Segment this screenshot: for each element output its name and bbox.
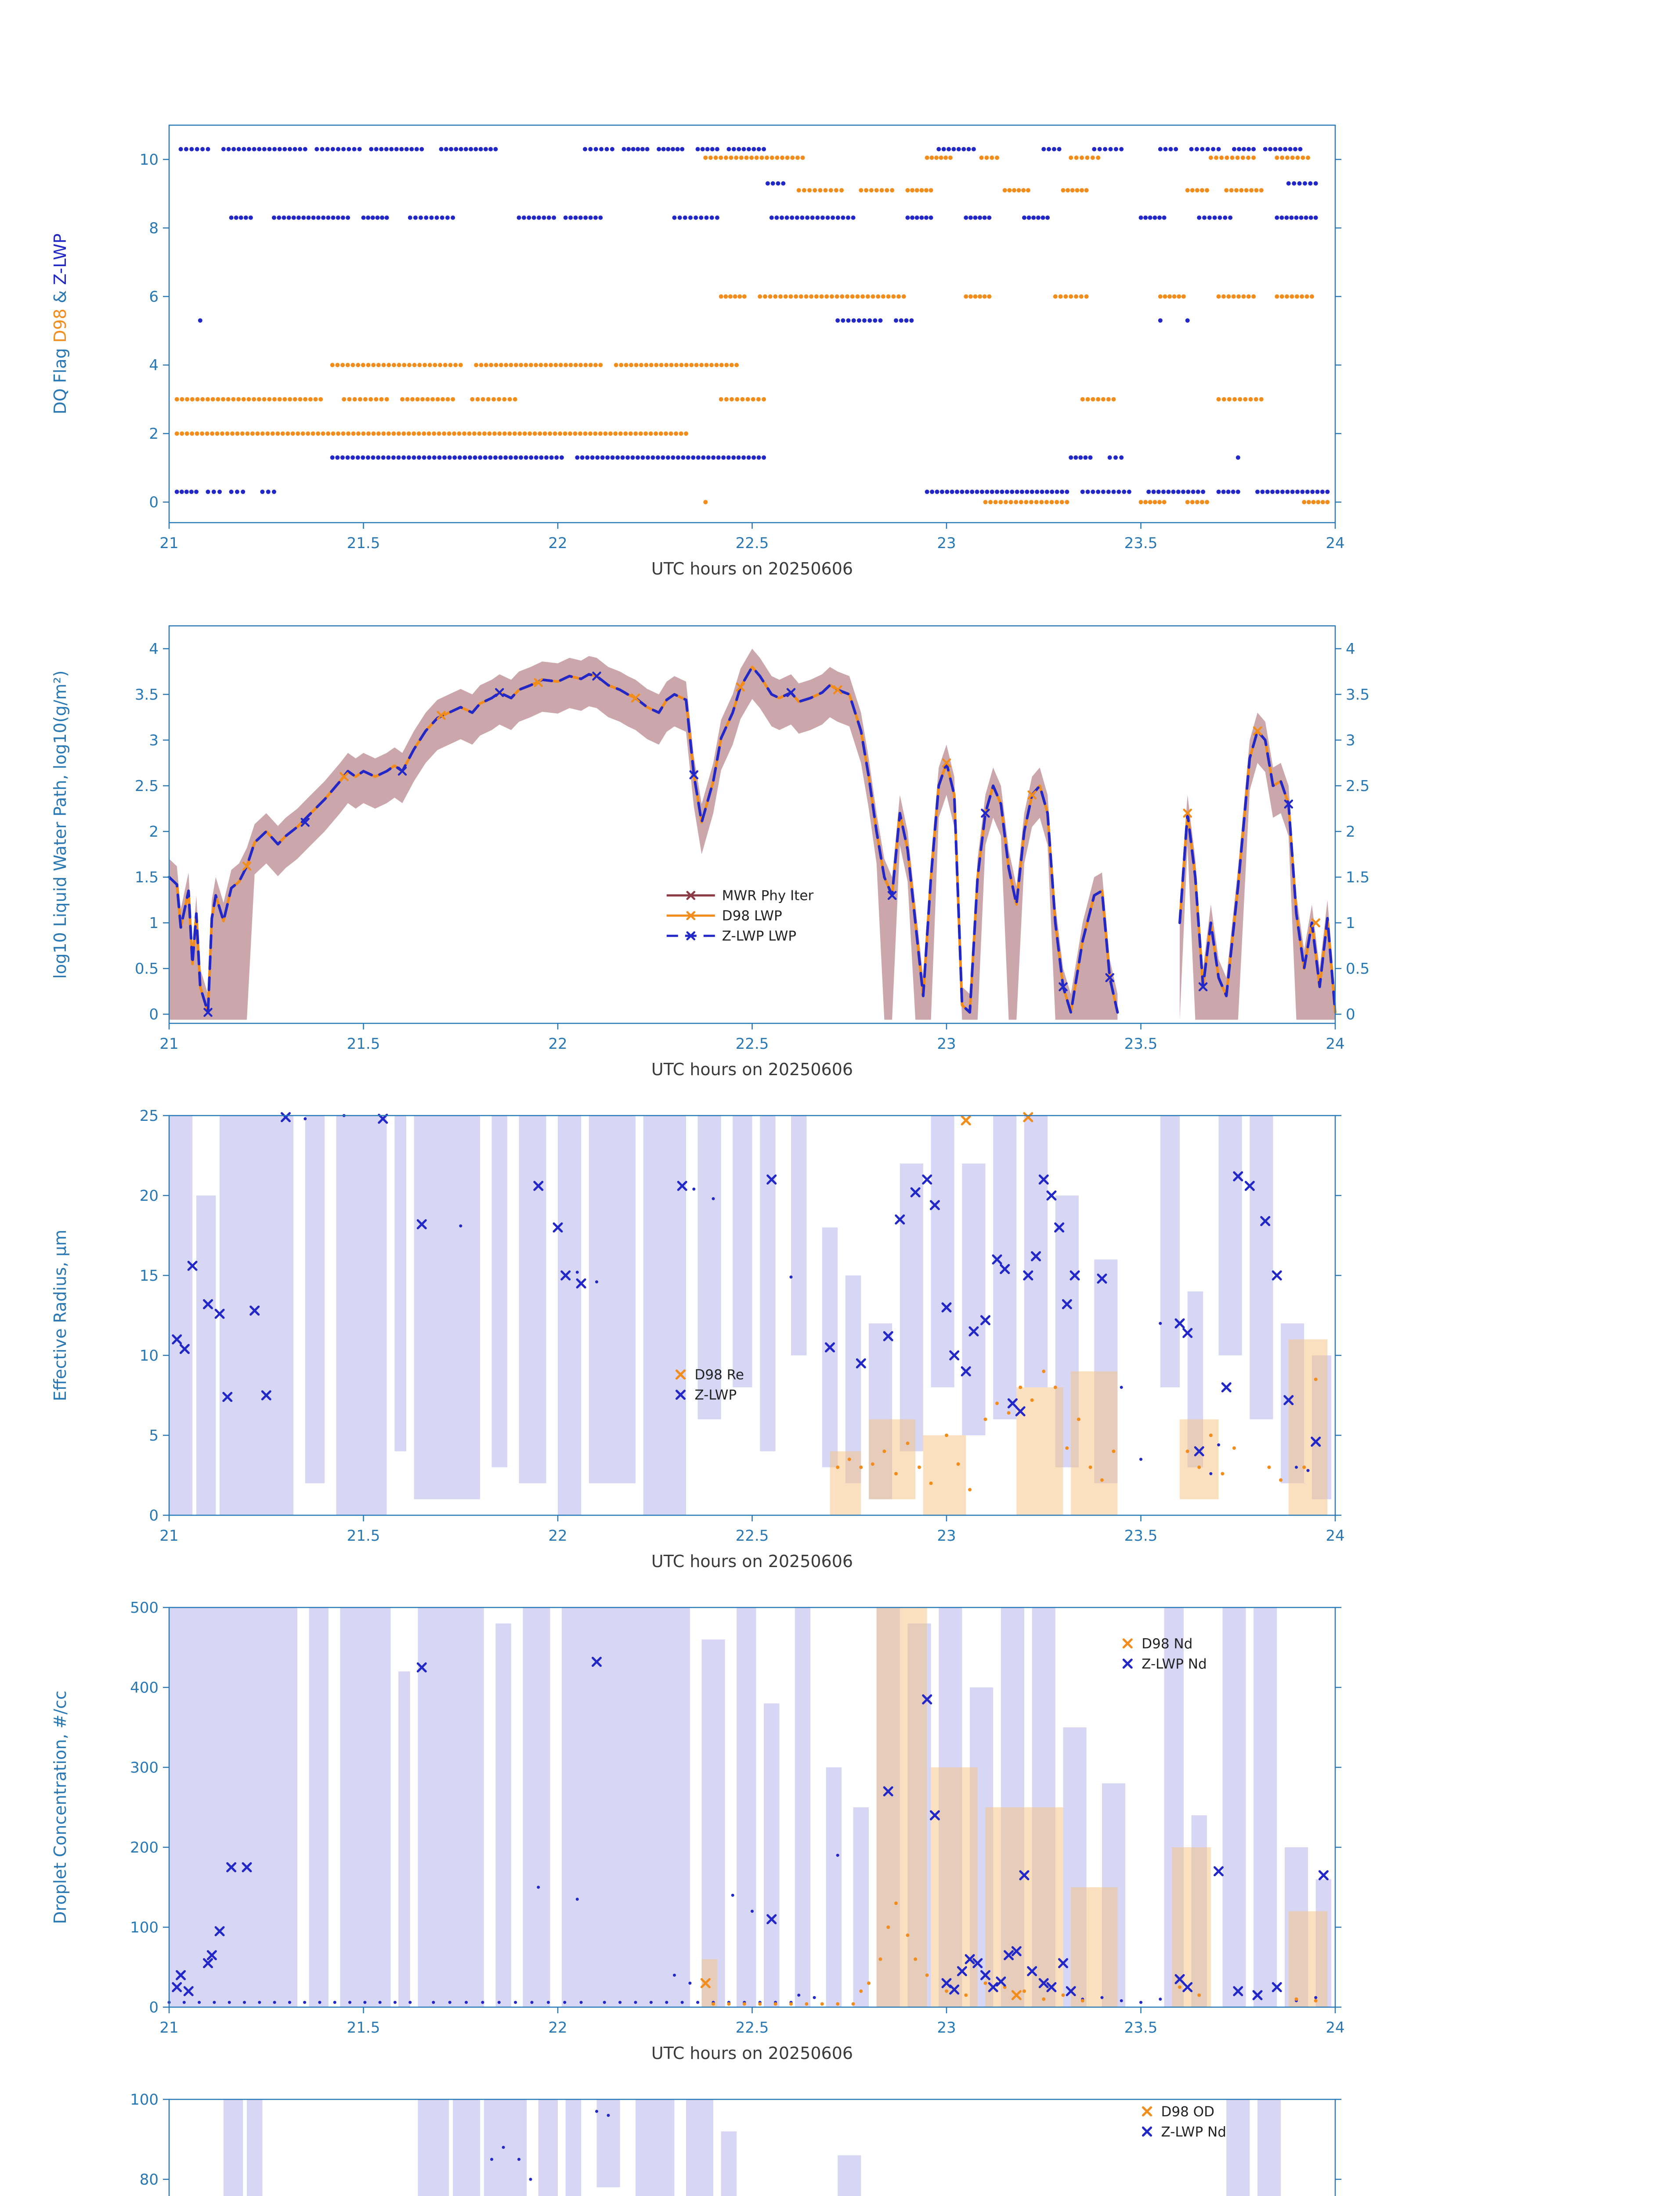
svg-text:3: 3: [149, 732, 159, 749]
svg-text:21.5: 21.5: [347, 2019, 380, 2037]
svg-text:Droplet Concentration, #/cc: Droplet Concentration, #/cc: [51, 1690, 70, 1924]
svg-text:80: 80: [140, 2171, 159, 2189]
svg-text:22.5: 22.5: [736, 1035, 769, 1053]
svg-text:3: 3: [1346, 732, 1355, 749]
svg-text:Z-LWP LWP: Z-LWP LWP: [722, 928, 796, 944]
svg-text:21: 21: [159, 1527, 178, 1545]
svg-text:200: 200: [130, 1839, 159, 1856]
svg-text:2: 2: [1346, 823, 1355, 841]
svg-text:21: 21: [159, 1035, 178, 1053]
svg-text:2: 2: [149, 823, 159, 841]
svg-text:4: 4: [1346, 640, 1355, 658]
svg-text:500: 500: [130, 1599, 159, 1617]
svg-text:Z-LWP Nd: Z-LWP Nd: [1161, 2124, 1226, 2140]
svg-text:21: 21: [159, 535, 178, 552]
svg-text:23.5: 23.5: [1124, 535, 1158, 552]
svg-text:24: 24: [1326, 535, 1344, 552]
svg-text:D98 Re: D98 Re: [695, 1367, 744, 1383]
svg-text:21: 21: [159, 2019, 178, 2037]
svg-text:22.5: 22.5: [736, 1527, 769, 1545]
svg-text:D98 Nd: D98 Nd: [1142, 1636, 1192, 1652]
svg-text:Z-LWP: Z-LWP: [695, 1387, 737, 1403]
svg-text:1.5: 1.5: [135, 869, 159, 886]
svg-text:23.5: 23.5: [1124, 1035, 1158, 1053]
svg-text:21.5: 21.5: [347, 535, 380, 552]
svg-text:1: 1: [1346, 914, 1355, 932]
svg-text:100: 100: [130, 2091, 159, 2109]
svg-text:21.5: 21.5: [347, 1035, 380, 1053]
svg-text:22: 22: [548, 535, 567, 552]
svg-text:25: 25: [140, 1107, 159, 1125]
panel-lwp: 21 21.5 22 22.5 23 23.5 240 00.5 0.51 11.5 1.52 22.…: [51, 625, 1369, 1079]
svg-text:DQ Flag D98 & Z-LWP: DQ Flag D98 & Z-LWP: [51, 234, 70, 415]
svg-text:8: 8: [149, 220, 159, 237]
svg-text:22.5: 22.5: [736, 535, 769, 552]
svg-text:15: 15: [140, 1267, 159, 1285]
svg-text:23.5: 23.5: [1124, 2019, 1158, 2037]
svg-text:5: 5: [149, 1427, 159, 1445]
svg-text:21.5: 21.5: [347, 1527, 380, 1545]
svg-text:24: 24: [1326, 1035, 1344, 1053]
svg-text:23: 23: [937, 535, 956, 552]
svg-text:2.5: 2.5: [1346, 777, 1369, 795]
svg-text:2.5: 2.5: [135, 777, 159, 795]
svg-text:Z-LWP Nd: Z-LWP Nd: [1142, 1656, 1207, 1672]
panel-droplet-concentration: 21 21.5 22 22.5 23 23.5 24 0 100 200 300 400 500 UTC …: [51, 1599, 1345, 2063]
svg-text:10: 10: [140, 151, 159, 169]
svg-text:1.5: 1.5: [1346, 869, 1369, 886]
svg-text:0: 0: [1346, 1006, 1355, 1023]
svg-text:D98 LWP: D98 LWP: [722, 908, 782, 924]
svg-text:0: 0: [149, 1999, 159, 2016]
svg-text:6: 6: [149, 288, 159, 306]
svg-text:4: 4: [149, 640, 159, 658]
svg-text:D98 OD: D98 OD: [1161, 2104, 1214, 2120]
svg-text:3.5: 3.5: [1346, 686, 1369, 704]
svg-text:3.5: 3.5: [135, 686, 159, 704]
svg-text:22.5: 22.5: [736, 2019, 769, 2037]
svg-text:UTC hours on 20250606: UTC hours on 20250606: [651, 1060, 853, 1079]
svg-text:4: 4: [149, 357, 159, 374]
svg-text:23: 23: [937, 1035, 956, 1053]
svg-text:23.5: 23.5: [1124, 1527, 1158, 1545]
svg-text:Effective Radius, μm: Effective Radius, μm: [51, 1230, 70, 1401]
svg-text:UTC hours on 20250606: UTC hours on 20250606: [651, 1552, 853, 1571]
svg-text:0.5: 0.5: [135, 960, 159, 978]
svg-text:0: 0: [149, 1507, 159, 1524]
svg-text:22: 22: [548, 1035, 567, 1053]
svg-text:22: 22: [548, 2019, 567, 2037]
svg-text:100: 100: [130, 1919, 159, 1936]
svg-text:24: 24: [1326, 2019, 1344, 2037]
svg-text:23: 23: [937, 2019, 956, 2037]
panel-effective-radius: 21 21.5 22 22.5 23 23.5 24 0 5 10 15 20 25 UTC hours …: [51, 1107, 1345, 1571]
svg-text:UTC hours on 20250606: UTC hours on 20250606: [651, 559, 853, 578]
svg-text:0.5: 0.5: [1346, 960, 1369, 978]
svg-text:2: 2: [149, 425, 159, 443]
svg-text:10: 10: [140, 1347, 159, 1365]
svg-text:400: 400: [130, 1679, 159, 1697]
svg-text:0: 0: [149, 494, 159, 511]
svg-text:22: 22: [548, 1527, 567, 1545]
svg-text:UTC hours on 20250606: UTC hours on 20250606: [651, 2044, 853, 2063]
svg-text:300: 300: [130, 1759, 159, 1777]
svg-text:23: 23: [937, 1527, 956, 1545]
svg-text:20: 20: [140, 1187, 159, 1205]
svg-text:24: 24: [1326, 1527, 1344, 1545]
svg-text:log10 Liquid Water Path, log10: log10 Liquid Water Path, log10(g/m²): [51, 670, 70, 979]
svg-text:MWR Phy Iter: MWR Phy Iter: [722, 888, 814, 904]
svg-text:1: 1: [149, 914, 159, 932]
svg-text:0: 0: [149, 1006, 159, 1023]
